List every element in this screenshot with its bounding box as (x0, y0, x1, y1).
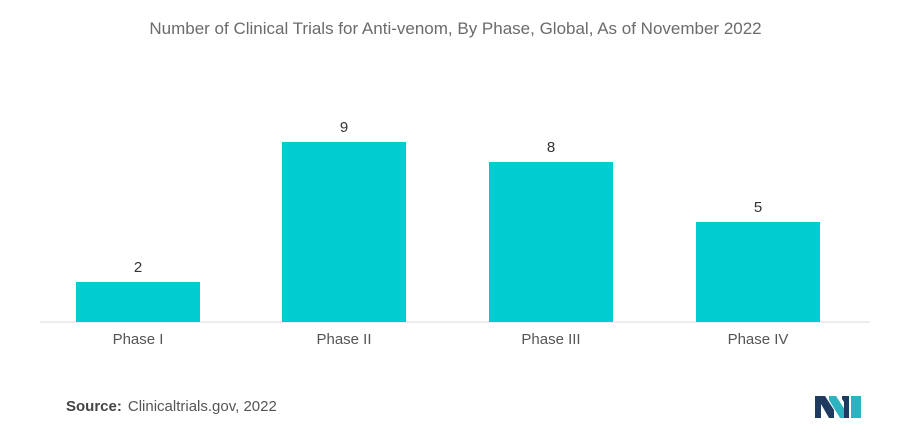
source-text: Clinicaltrials.gov, 2022 (127, 398, 277, 415)
bar-phase-i (76, 282, 200, 322)
bar-value-label: 2 (134, 259, 142, 276)
bar-phase-ii (282, 142, 406, 322)
x-tick-label: Phase I (113, 331, 164, 348)
mordor-intelligence-logo-icon (815, 396, 861, 418)
bars-group: 2 Phase I 9 Phase II 8 Phase III 5 Phase IV (76, 119, 820, 348)
x-tick-label: Phase IV (728, 331, 789, 348)
bar-value-label: 8 (547, 139, 555, 156)
source-label: Source: (66, 398, 122, 415)
source-note: Source: Clinicaltrials.gov, 2022 (66, 398, 277, 415)
chart-title: Number of Clinical Trials for Anti-venom… (149, 19, 762, 38)
x-tick-label: Phase III (521, 331, 580, 348)
bar-phase-iii (489, 162, 613, 322)
bar-value-label: 5 (754, 199, 762, 216)
bar-phase-iv (696, 222, 820, 322)
bar-value-label: 9 (340, 119, 348, 136)
x-tick-label: Phase II (316, 331, 371, 348)
